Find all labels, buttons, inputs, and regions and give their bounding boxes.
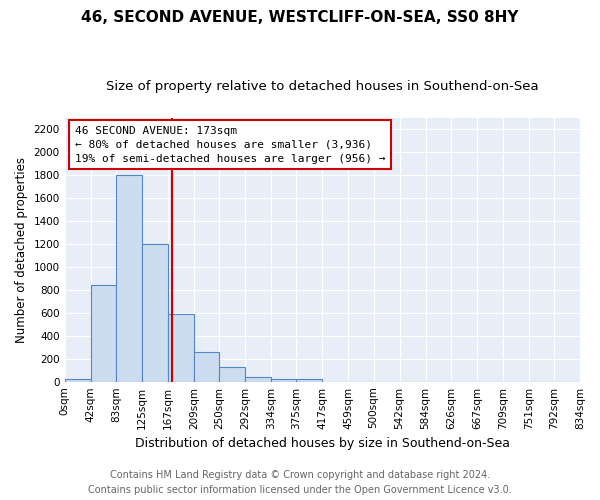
Bar [245, 377, 271, 382]
Bar [91, 286, 116, 382]
Y-axis label: Number of detached properties: Number of detached properties [15, 156, 28, 342]
Bar [271, 380, 296, 382]
Bar [116, 175, 142, 382]
Text: Contains HM Land Registry data © Crown copyright and database right 2024.
Contai: Contains HM Land Registry data © Crown c… [88, 470, 512, 495]
Bar [194, 352, 219, 382]
Bar [219, 368, 245, 382]
Bar [142, 244, 168, 382]
Title: Size of property relative to detached houses in Southend-on-Sea: Size of property relative to detached ho… [106, 80, 539, 93]
X-axis label: Distribution of detached houses by size in Southend-on-Sea: Distribution of detached houses by size … [135, 437, 510, 450]
Bar [65, 380, 91, 382]
Text: 46, SECOND AVENUE, WESTCLIFF-ON-SEA, SS0 8HY: 46, SECOND AVENUE, WESTCLIFF-ON-SEA, SS0… [81, 10, 519, 25]
Bar [296, 380, 322, 382]
Text: 46 SECOND AVENUE: 173sqm
← 80% of detached houses are smaller (3,936)
19% of sem: 46 SECOND AVENUE: 173sqm ← 80% of detach… [75, 126, 385, 164]
Bar [168, 314, 194, 382]
